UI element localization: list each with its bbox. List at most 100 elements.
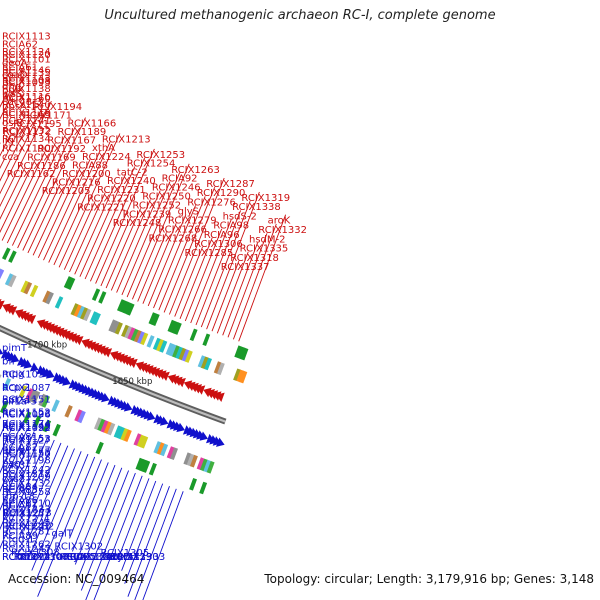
gene-label: RCIX1318 (230, 253, 279, 264)
gene-label: tnp-13 (2, 492, 35, 503)
gene-label: RCIA62 (2, 39, 38, 50)
gene-label: RCIA82 (2, 443, 38, 454)
gene-label: RCIX1141 (2, 116, 51, 127)
gene-label: RCIX1212 (2, 469, 51, 480)
gene-label: RCIX1290 (197, 188, 246, 199)
gene-label: RCIX1210 (2, 498, 51, 509)
gene-label: RCIX1271 (2, 513, 51, 524)
gene-leader-line (105, 208, 142, 289)
forward-cog-block (123, 429, 132, 442)
gene-label: RCIX1335 (240, 244, 289, 255)
gene-label: RCIX1135 (2, 68, 51, 79)
gene-label: RCIX1190 (2, 144, 51, 155)
gene-leader-line (32, 176, 71, 256)
forward-marker-tick (42, 419, 52, 433)
gene-label: aroE (107, 552, 129, 563)
gene-label: RCIX1254 (127, 159, 176, 170)
forward-gene-arrow (23, 359, 33, 369)
gene-label: galT (52, 528, 74, 539)
reverse-cog-block (137, 331, 146, 344)
reverse-marker-tick (240, 347, 249, 361)
gene-label: RCIX1221 (77, 202, 126, 213)
gene-leader-line (0, 419, 8, 438)
gene-label: eif1a-3 (2, 396, 37, 407)
gene-label: RCIX1302 (54, 541, 103, 552)
reverse-marker-tick (126, 303, 135, 316)
gene-leader-line (190, 219, 232, 324)
gene-label: RCIX1266 (158, 224, 207, 235)
gene-label: RCIX1198 (2, 456, 51, 467)
forward-gene-arrow (199, 431, 208, 441)
reverse-cog-block (89, 311, 98, 324)
gene-label: RCIA86 (2, 495, 38, 506)
gene-label: RCIX1167 (47, 136, 96, 147)
gene-label: cas3 (2, 461, 25, 472)
kbp-marker-label: 1650 kbp (112, 377, 152, 387)
gene-label: RCIA84 (2, 482, 38, 493)
gene-label: RCIX1124 (2, 47, 51, 58)
forward-gene-arrow (0, 348, 4, 355)
gene-label: RCIX1287 (206, 179, 255, 190)
reverse-cog-block (4, 273, 14, 286)
reverse-cog-block (178, 347, 187, 361)
forward-cog-block (25, 388, 34, 401)
gene-leader-line (74, 464, 116, 565)
gene-label: RCIX1138 (2, 84, 51, 95)
gene-leader-line (142, 491, 184, 600)
gene-label: RCIX1123 (2, 409, 51, 420)
gene-leader-line (124, 483, 164, 584)
forward-cog-block (166, 446, 175, 459)
gene-label: cca (2, 152, 19, 163)
reverse-gene-arrow (27, 315, 37, 325)
gene-label: coaD (2, 70, 28, 81)
forward-marker-tick (148, 462, 157, 476)
forward-gene-arrow (29, 362, 39, 372)
gene-label: RCIX1087 (2, 383, 51, 394)
gene-leader-line (126, 172, 181, 298)
reverse-cog-block (127, 327, 136, 340)
reverse-cog-block (73, 304, 82, 317)
gene-leader-line (31, 451, 82, 571)
forward-gene-arrow (10, 353, 20, 363)
gene-leader-line (168, 177, 225, 315)
forward-marker-tick (138, 459, 147, 472)
gene-label: RCIX1162 (7, 169, 56, 180)
gene-leader-line (79, 175, 126, 277)
reverse-cog-block (54, 296, 64, 309)
gene-label: RCIX1171 (23, 111, 72, 122)
forward-cog-block (133, 433, 142, 446)
gene-leader-line (174, 246, 203, 317)
reverse-marker-tick (63, 276, 73, 289)
gene-label: RCIA83 (2, 485, 38, 496)
gene-label: hsdS-2 (223, 211, 257, 222)
gene-label: RCIX1281 (2, 527, 51, 538)
reverse-cog-block (23, 281, 33, 295)
reverse-gene-arrow (129, 358, 138, 369)
gene-label: RCIX1337 (221, 262, 270, 273)
gene-label: RCIA98 (213, 221, 249, 232)
reverse-cog-block (152, 337, 161, 351)
gene-label: RCIX1338 (232, 202, 281, 213)
gene-label: RCIX1246 (152, 183, 201, 194)
gene-label: RCIA91 (2, 500, 38, 511)
gene-label: RCIX1143 (2, 74, 51, 85)
gene-leader-line (0, 134, 12, 157)
gene-leader-line (0, 109, 42, 195)
gene-leader-line (22, 117, 86, 251)
gene-label: ligT (2, 136, 21, 147)
gene-label: pan-1 (2, 459, 31, 470)
reverse-cog-block (175, 346, 184, 360)
gene-label: gsiB (2, 118, 23, 129)
gene-label: RCIX1250 (142, 192, 191, 203)
forward-cog-block (51, 399, 60, 412)
gene-label: RCIX1273 (3, 508, 52, 519)
gene-label: RCIX1189 (58, 127, 107, 138)
gene-label: RCIX1092 (2, 423, 51, 434)
gene-label: RCIX1333 (117, 552, 166, 563)
gene-label: dhg (2, 81, 21, 92)
gene-label: RCIX1113 (2, 32, 51, 43)
gene-leader-line (0, 125, 22, 169)
gene-leader-line (0, 101, 52, 208)
gene-label: RCIA61 (2, 62, 38, 73)
forward-cog-block (2, 377, 12, 391)
